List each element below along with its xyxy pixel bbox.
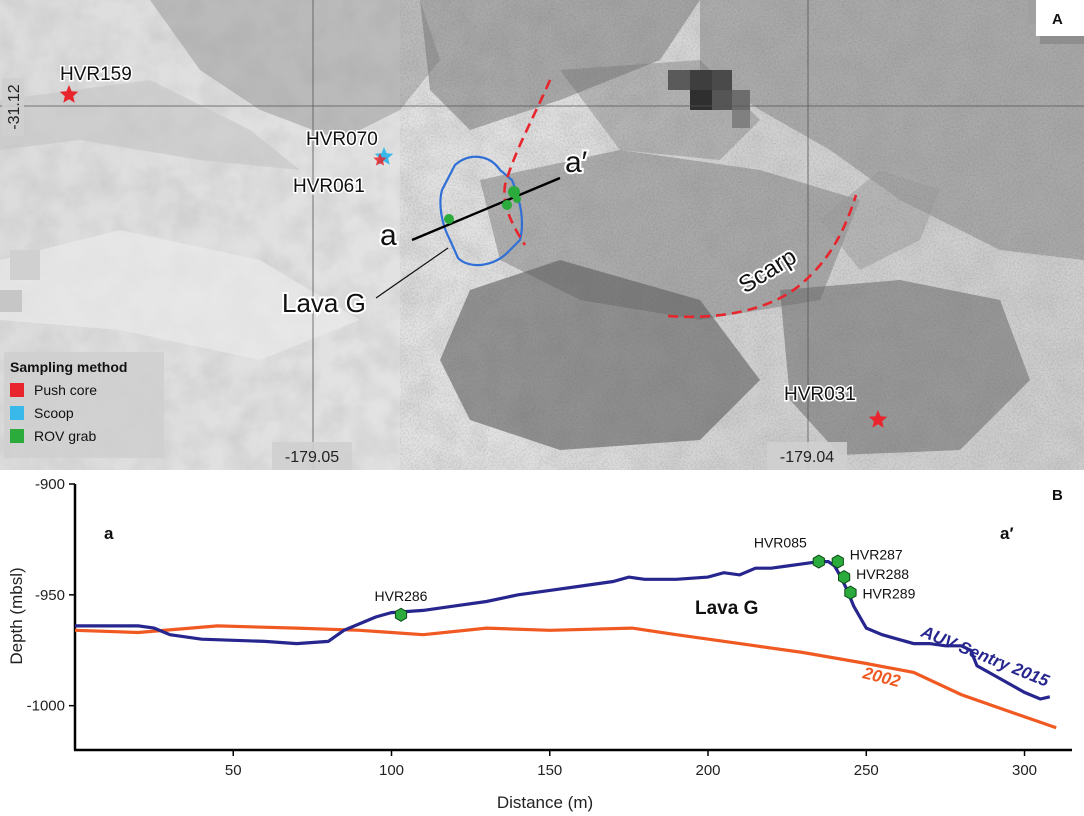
star-marker-hvr061 (373, 153, 387, 166)
star-marker-hvr031 (868, 410, 888, 428)
scarp-line-south (667, 194, 858, 319)
sample-markers: HVR286 HVR085 HVR287 HVR288 HVR289 (375, 535, 916, 622)
panel-a-label: A (1052, 11, 1063, 28)
series-line-auv-sentry-2015 (75, 560, 1051, 701)
rov-grab-marker (444, 214, 454, 224)
depth-profile-chart: -900 -950 -1000 50 100 150 200 250 300 Depth (m… (7, 476, 1072, 812)
lon-label-box-1: -179.05 (272, 442, 352, 470)
lon-label-2: -179.04 (780, 449, 834, 466)
x-axis-title: Distance (m) (497, 793, 593, 812)
bathymetry-map: -31.12 -179.05 -179.04 HVR159 (0, 0, 1084, 470)
sample-marker (812, 554, 825, 569)
profile-line (411, 176, 561, 242)
panel-a-label-box (1036, 0, 1084, 36)
sample-label-hvr031: HVR031 (784, 384, 856, 405)
x-tick-label: 200 (696, 762, 721, 779)
series-label-2002: 2002 (860, 663, 903, 691)
series-line-2002 (74, 624, 1057, 730)
sample-marker-label: HVR287 (850, 547, 903, 563)
y-ticks: -900 -950 -1000 (27, 476, 75, 715)
legend-item-scoop: Scoop (34, 405, 74, 421)
sample-marker-label: HVR288 (856, 566, 909, 582)
profile-b-end-label: a′ (1000, 524, 1014, 543)
profile-end-labels: a a′ (378, 144, 590, 254)
lava-g-leader (375, 247, 449, 299)
lat-label: -31.12 (6, 84, 23, 129)
star-marker-hvr159 (59, 85, 79, 103)
lava-g-profile-label: Lava G (695, 598, 758, 619)
x-tick-label: 50 (225, 762, 242, 779)
legend-swatch-scoop (10, 406, 24, 420)
profile-b-start-label: a (104, 524, 114, 543)
lava-g-label: Lava G (282, 288, 366, 318)
y-tick-label: -900 (35, 476, 65, 493)
sample-labels: HVR159 HVR070 HVR061 HVR031 (59, 63, 858, 407)
sample-marker (844, 585, 857, 600)
profile-start-label: a (380, 219, 397, 252)
sample-marker-label: HVR085 (754, 535, 807, 551)
x-ticks: 50 100 150 200 250 300 (225, 750, 1037, 779)
sampling-legend: Sampling method Push core Scoop ROV grab (4, 352, 164, 458)
lat-label-box: -31.12 (2, 78, 24, 136)
sample-label-hvr159: HVR159 (60, 64, 132, 85)
x-tick-label: 150 (537, 762, 562, 779)
lon-label-1: -179.05 (285, 449, 339, 466)
legend-swatch-push-core (10, 383, 24, 397)
series-label-auv: AUV Sentry 2015 (918, 622, 1053, 691)
sample-label-hvr061: HVR061 (293, 176, 365, 197)
x-tick-label: 300 (1012, 762, 1037, 779)
y-axis-title: Depth (mbsl) (7, 567, 26, 664)
y-tick-label: -1000 (27, 698, 65, 715)
legend-title: Sampling method (10, 359, 127, 375)
lava-g-outline (439, 155, 524, 267)
rov-grab-marker (513, 195, 521, 203)
sample-label-hvr070: HVR070 (306, 129, 378, 150)
sample-marker-label: HVR286 (375, 588, 428, 604)
lon-label-box-2: -179.04 (767, 442, 847, 470)
panel-b-label: B (1052, 487, 1063, 504)
x-tick-label: 100 (379, 762, 404, 779)
x-tick-label: 250 (854, 762, 879, 779)
sample-marker-label: HVR289 (862, 586, 915, 602)
legend-swatch-rov-grab (10, 429, 24, 443)
legend-item-rov-grab: ROV grab (34, 428, 96, 444)
sample-marker (394, 607, 408, 622)
y-tick-label: -950 (35, 587, 65, 604)
sample-marker (831, 554, 844, 569)
legend-item-push-core: Push core (34, 382, 97, 398)
rov-grab-marker (502, 200, 512, 210)
map-speckle (400, 0, 1084, 470)
scarp-line-north (503, 79, 552, 246)
sample-marker (838, 570, 851, 585)
graticule (0, 0, 1084, 470)
profile-end-label: a′ (565, 146, 588, 179)
